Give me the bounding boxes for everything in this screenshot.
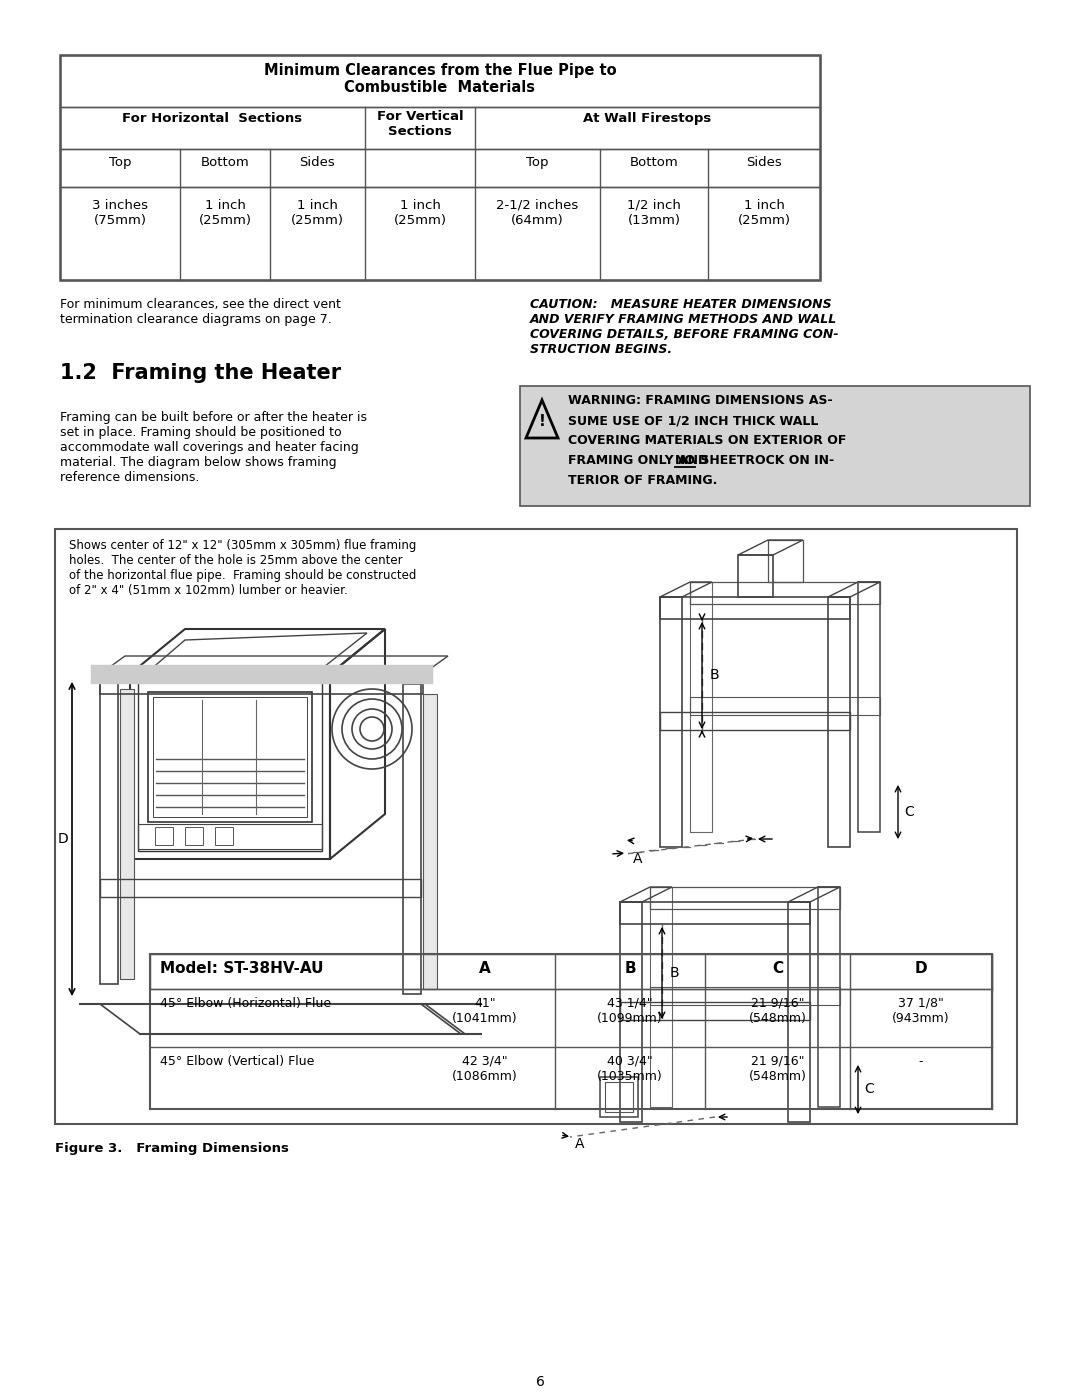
Text: CAUTION:   MEASURE HEATER DIMENSIONS
AND VERIFY FRAMING METHODS AND WALL
COVERIN: CAUTION: MEASURE HEATER DIMENSIONS AND V… xyxy=(530,298,839,356)
Text: B: B xyxy=(670,965,679,981)
Bar xyxy=(605,1083,633,1112)
Bar xyxy=(519,386,1030,506)
Bar xyxy=(660,597,850,619)
Bar xyxy=(60,54,820,279)
Bar xyxy=(100,879,421,897)
Text: 1 inch
(25mm): 1 inch (25mm) xyxy=(738,198,791,226)
Bar xyxy=(788,902,810,1122)
Text: 40 3/4"
(1035mm): 40 3/4" (1035mm) xyxy=(597,1055,663,1083)
Text: 1.2  Framing the Heater: 1.2 Framing the Heater xyxy=(60,363,341,383)
Text: Top: Top xyxy=(526,156,549,169)
Bar xyxy=(215,827,233,845)
Bar xyxy=(150,954,993,989)
Bar xyxy=(423,694,437,989)
Text: SUME USE OF 1/2 INCH THICK WALL: SUME USE OF 1/2 INCH THICK WALL xyxy=(568,414,819,427)
Text: 3 inches
(75mm): 3 inches (75mm) xyxy=(92,198,148,226)
Text: 1 inch
(25mm): 1 inch (25mm) xyxy=(291,198,345,226)
Text: !: ! xyxy=(539,414,545,429)
Text: 6: 6 xyxy=(536,1375,544,1389)
Text: Shows center of 12" x 12" (305mm x 305mm) flue framing
holes.  The center of the: Shows center of 12" x 12" (305mm x 305mm… xyxy=(69,539,417,597)
Text: For minimum clearances, see the direct vent
termination clearance diagrams on pa: For minimum clearances, see the direct v… xyxy=(60,298,341,326)
Bar xyxy=(60,187,820,279)
Bar xyxy=(768,541,804,583)
Bar xyxy=(818,887,840,1106)
Bar xyxy=(185,827,203,845)
Bar xyxy=(138,824,322,849)
Bar xyxy=(620,902,810,923)
Text: C: C xyxy=(864,1083,874,1097)
Text: COVERING MATERIALS ON EXTERIOR OF: COVERING MATERIALS ON EXTERIOR OF xyxy=(568,434,847,447)
Bar xyxy=(660,712,850,731)
Text: D: D xyxy=(915,961,928,977)
Bar xyxy=(60,54,820,108)
Bar xyxy=(138,682,322,851)
Bar xyxy=(150,954,993,1109)
Text: FRAMING ONLY AND: FRAMING ONLY AND xyxy=(568,454,713,467)
Bar xyxy=(120,689,134,979)
Text: A: A xyxy=(575,1137,584,1151)
Text: D: D xyxy=(57,833,68,847)
Bar xyxy=(156,827,173,845)
Text: B: B xyxy=(710,668,719,682)
Text: Minimum Clearances from the Flue Pipe to
Combustible  Materials: Minimum Clearances from the Flue Pipe to… xyxy=(264,63,617,95)
Bar xyxy=(690,583,880,604)
Bar xyxy=(620,902,642,1122)
Text: 21 9/16"
(548mm): 21 9/16" (548mm) xyxy=(748,997,807,1025)
Text: Top: Top xyxy=(109,156,132,169)
Text: A: A xyxy=(633,852,643,866)
Bar xyxy=(153,697,307,817)
Bar xyxy=(620,1002,810,1020)
Text: 21 9/16"
(548mm): 21 9/16" (548mm) xyxy=(748,1055,807,1083)
Text: 41"
(1041mm): 41" (1041mm) xyxy=(453,997,517,1025)
Text: C: C xyxy=(904,805,914,819)
Bar xyxy=(858,583,880,833)
Text: TERIOR OF FRAMING.: TERIOR OF FRAMING. xyxy=(568,474,717,488)
Text: Framing can be built before or after the heater is
set in place. Framing should : Framing can be built before or after the… xyxy=(60,411,367,483)
Text: 2-1/2 inches
(64mm): 2-1/2 inches (64mm) xyxy=(497,198,579,226)
Text: For Horizontal  Sections: For Horizontal Sections xyxy=(122,112,302,124)
Bar xyxy=(600,1077,638,1118)
Bar xyxy=(130,673,330,859)
Bar xyxy=(60,149,820,187)
Bar xyxy=(403,685,421,995)
Text: For Vertical
Sections: For Vertical Sections xyxy=(377,110,463,138)
Text: 45° Elbow (Horizontal) Flue: 45° Elbow (Horizontal) Flue xyxy=(160,997,332,1010)
Bar xyxy=(690,583,712,833)
Text: 45° Elbow (Vertical) Flue: 45° Elbow (Vertical) Flue xyxy=(160,1055,314,1067)
Text: 1 inch
(25mm): 1 inch (25mm) xyxy=(199,198,252,226)
Text: 1/2 inch
(13mm): 1/2 inch (13mm) xyxy=(627,198,680,226)
Bar xyxy=(650,988,840,1004)
Bar xyxy=(650,887,672,1106)
Text: B: B xyxy=(624,961,636,977)
Bar xyxy=(100,673,118,983)
Bar xyxy=(100,673,423,694)
Text: C: C xyxy=(772,961,783,977)
Text: 42 3/4"
(1086mm): 42 3/4" (1086mm) xyxy=(453,1055,518,1083)
Bar xyxy=(690,697,880,715)
Text: Figure 3.   Framing Dimensions: Figure 3. Framing Dimensions xyxy=(55,1141,288,1155)
Text: At Wall Firestops: At Wall Firestops xyxy=(583,112,712,124)
Text: Bottom: Bottom xyxy=(630,156,678,169)
Text: Model: ST-38HV-AU: Model: ST-38HV-AU xyxy=(160,961,324,977)
Text: 37 1/8"
(943mm): 37 1/8" (943mm) xyxy=(892,997,949,1025)
Text: Bottom: Bottom xyxy=(201,156,249,169)
Bar xyxy=(828,597,850,847)
Text: Sides: Sides xyxy=(746,156,782,169)
Text: SHEETROCK ON IN-: SHEETROCK ON IN- xyxy=(696,454,834,467)
Bar xyxy=(148,692,312,821)
Bar xyxy=(60,108,820,149)
Text: A: A xyxy=(480,961,491,977)
Text: WARNING: FRAMING DIMENSIONS AS-: WARNING: FRAMING DIMENSIONS AS- xyxy=(568,394,833,407)
Text: 43 1/4"
(1099mm): 43 1/4" (1099mm) xyxy=(597,997,663,1025)
Bar xyxy=(738,555,773,597)
Bar xyxy=(55,529,1017,1125)
Bar xyxy=(650,887,840,909)
Bar xyxy=(660,597,681,847)
Text: NO: NO xyxy=(675,454,696,467)
Text: -: - xyxy=(919,1055,923,1067)
Text: 1 inch
(25mm): 1 inch (25mm) xyxy=(393,198,446,226)
Text: Sides: Sides xyxy=(299,156,336,169)
